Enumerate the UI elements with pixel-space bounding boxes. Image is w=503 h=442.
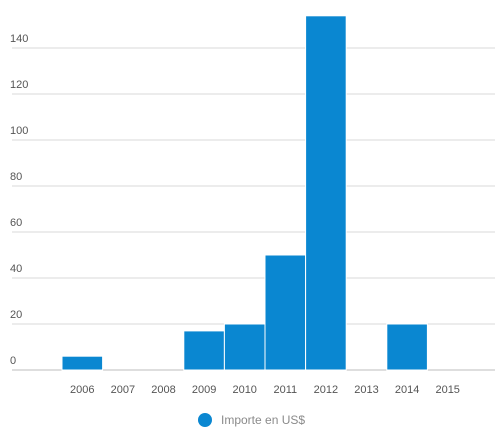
gridlines [12,47,495,371]
x-tick-label: 2007 [111,384,135,396]
y-tick-label: 100 [10,125,28,137]
x-tick-label: 2011 [273,384,297,396]
x-tick-label: 2008 [151,384,175,396]
x-tick-label: 2014 [395,384,419,396]
y-tick-label: 20 [10,309,22,321]
y-tick-label: 140 [10,33,28,45]
bar-2011[interactable] [264,254,307,371]
y-tick-label: 40 [10,263,22,275]
x-tick-label: 2006 [70,384,94,396]
bars [61,15,428,371]
bar-2009[interactable] [183,330,225,371]
x-tick-label: 2009 [192,384,216,396]
x-axis-labels: 2006 2007 2008 2009 2010 2011 2012 2013 2014 2015 [70,384,460,396]
bar-2012[interactable] [305,15,347,371]
x-tick-label: 2010 [232,384,256,396]
x-tick-label: 2012 [314,384,338,396]
bar-2014[interactable] [386,323,428,371]
x-tick-label: 2013 [354,384,378,396]
bar-2006[interactable] [61,355,104,371]
legend-label[interactable]: Importe en US$ [221,413,305,427]
y-axis-labels: 0 20 40 60 80 100 120 140 [10,33,28,367]
y-tick-label: 0 [10,355,16,367]
legend[interactable]: Importe en US$ [198,413,305,427]
y-tick-label: 60 [10,217,22,229]
x-tick-label: 2015 [435,384,459,396]
bar-2010[interactable] [223,323,266,371]
y-tick-label: 80 [10,171,22,183]
y-tick-label: 120 [10,79,28,91]
legend-marker-icon[interactable] [198,413,212,427]
